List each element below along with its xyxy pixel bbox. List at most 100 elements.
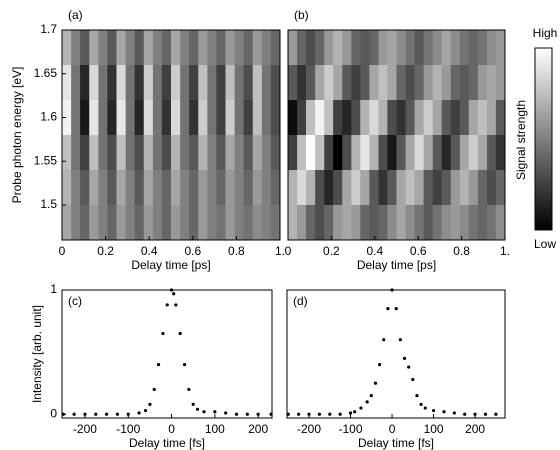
- heat-cell: [270, 205, 280, 240]
- heat-cell: [107, 65, 117, 101]
- heat-cell: [80, 205, 90, 240]
- heat-cell: [107, 170, 117, 206]
- heat-cell: [369, 65, 379, 101]
- data-point: [152, 387, 156, 392]
- x-tick-label: 0.6: [410, 244, 427, 258]
- heat-cell: [198, 100, 208, 136]
- heat-cell: [468, 170, 479, 206]
- heat-cell: [62, 170, 72, 206]
- heat-cell: [89, 30, 99, 66]
- heat-cell: [198, 170, 208, 206]
- heat-cell: [477, 135, 488, 171]
- heat-cell: [459, 170, 470, 206]
- heat-cell: [143, 170, 154, 206]
- heat-cell: [333, 170, 343, 206]
- x-axis-label: Delay time [fs]: [358, 436, 434, 450]
- heat-cell: [459, 65, 470, 101]
- heat-cell: [288, 65, 298, 101]
- heat-cell: [306, 205, 316, 240]
- heat-cell: [134, 205, 145, 240]
- heat-cell: [324, 100, 334, 136]
- heat-cell: [180, 30, 190, 66]
- data-point: [365, 400, 369, 404]
- heat-cell: [315, 135, 325, 171]
- data-point: [411, 377, 415, 382]
- heat-cell: [225, 170, 236, 206]
- heat-cell: [171, 170, 181, 206]
- heat-cell: [161, 170, 172, 206]
- heat-cell: [378, 170, 389, 206]
- heat-cell: [270, 135, 280, 171]
- data-point: [386, 307, 390, 311]
- heat-cell: [306, 100, 316, 136]
- heat-cell: [423, 30, 434, 66]
- heat-cell: [71, 170, 81, 206]
- heat-cell: [360, 65, 370, 101]
- heat-cell: [342, 30, 352, 66]
- y-tick-label: 0: [50, 406, 57, 420]
- x-tick-label: -200: [73, 422, 97, 436]
- heat-cell: [486, 30, 497, 66]
- data-point: [156, 362, 161, 367]
- heat-cell: [495, 30, 505, 66]
- data-point: [377, 362, 382, 367]
- heat-cell: [405, 170, 416, 206]
- heat-cell: [98, 65, 109, 101]
- heat-cell: [243, 170, 254, 206]
- heat-cell: [486, 100, 497, 136]
- heat-cell: [180, 205, 190, 240]
- heat-cell: [243, 100, 254, 136]
- x-tick-label: 0: [389, 422, 396, 436]
- heat-cell: [62, 65, 72, 101]
- data-point: [359, 406, 363, 410]
- heat-cell: [270, 100, 280, 136]
- x-tick-label: 200: [248, 422, 268, 436]
- data-point: [317, 412, 321, 416]
- heat-cell: [441, 65, 452, 101]
- heat-cell: [252, 30, 263, 66]
- heat-cell: [134, 65, 145, 101]
- heatmap: [62, 30, 280, 240]
- heat-cell: [234, 30, 245, 66]
- heat-cell: [405, 135, 416, 171]
- heat-cell: [171, 135, 181, 171]
- heat-cell: [62, 100, 72, 136]
- heat-cell: [306, 170, 316, 206]
- data-point: [202, 410, 206, 414]
- heat-cell: [306, 65, 316, 101]
- heat-cell: [351, 135, 361, 171]
- data-point: [328, 412, 332, 416]
- heat-cell: [98, 135, 109, 171]
- heat-cell: [234, 100, 245, 136]
- x-tick-label: 0.2: [323, 244, 340, 258]
- heat-cell: [198, 205, 208, 240]
- heat-cell: [387, 30, 397, 66]
- heat-cell: [396, 205, 407, 240]
- heat-cell: [125, 100, 136, 136]
- data-point: [137, 411, 141, 415]
- heat-cell: [207, 205, 218, 240]
- heat-cell: [252, 135, 263, 171]
- heat-cell: [423, 170, 434, 206]
- heat-cell: [441, 100, 452, 136]
- heat-cell: [423, 135, 434, 171]
- panel: (d) -200 -100 0 100 200 Delay time [fs]: [286, 288, 506, 450]
- panel-label: (d): [293, 294, 308, 308]
- heat-cell: [143, 135, 154, 171]
- data-point: [213, 410, 217, 414]
- heat-cell: [125, 205, 136, 240]
- heat-cell: [414, 135, 425, 171]
- heat-cell: [495, 205, 505, 240]
- heat-cell: [116, 205, 127, 240]
- heat-cell: [441, 205, 452, 240]
- heat-cell: [171, 205, 181, 240]
- data-point: [463, 412, 467, 416]
- heat-cell: [107, 205, 117, 240]
- heat-cell: [288, 135, 298, 171]
- heat-cell: [161, 135, 172, 171]
- data-point: [104, 412, 109, 416]
- heat-cell: [333, 205, 343, 240]
- data-point: [402, 356, 407, 360]
- heat-cell: [378, 100, 389, 136]
